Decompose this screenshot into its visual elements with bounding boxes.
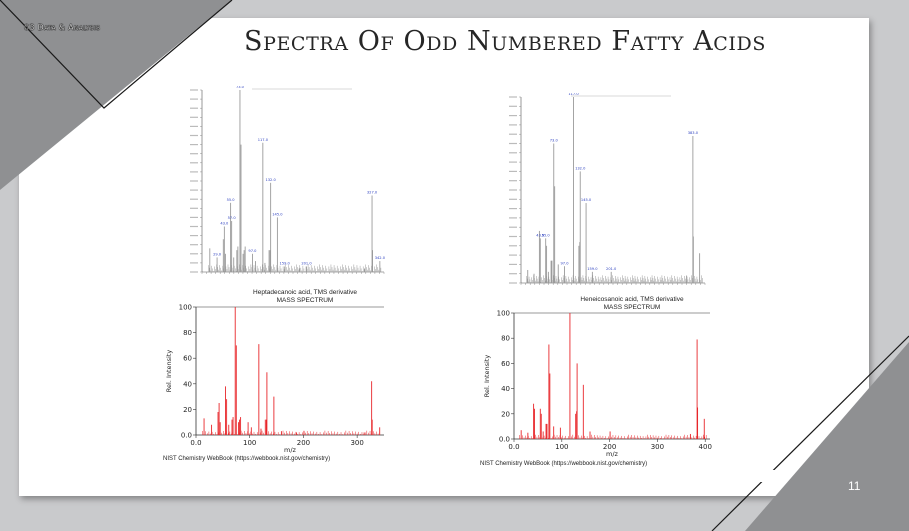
thumb-peak-label: 97.0 [248,249,257,253]
compound-caption-heneicosanoic: Heneicosanoic acid, TMS derivative [580,296,684,303]
source-credit-heneicosanoic: NIST Chemistry WebBook (https://webbook.… [480,461,648,467]
thumb-peak-label: 145.0 [272,212,283,216]
thumb-peak-label: 342.0 [375,256,386,260]
y-tick-label: 40 [183,380,192,388]
subtitle-heptadecanoic: MASS SPECTRUM [276,297,334,304]
mass-spectrum-heptadecanoic: 0.0 20 40 60 80 100 0.0 100 200 300 m/z Rel. Intens… [165,304,384,454]
thumb-peak-label: 132.0 [265,178,276,182]
thumb-peak-label: 159.0 [587,267,598,271]
source-credit-heptadecanoic: NIST Chemistry WebBook (https://webbook.… [163,456,331,462]
compound-caption-heptadecanoic: Heptadecanoic acid, TMS derivative [253,289,357,296]
y-tick-label: 0.0 [499,436,510,444]
y-axis-label: Rel. Intensity [483,355,491,398]
page-number: 11 [848,479,861,493]
y-tick-label: 60 [501,360,510,368]
y-axis-label: Rel. Intensity [165,350,173,393]
thumb-peak-label: 29.0 [213,252,222,256]
thumb-peak-label: 145.0 [581,198,592,202]
thumb-peak-label: 73.0 [236,86,245,89]
thumb-peak-label: 57.0 [228,216,237,220]
y-tick-label: 80 [183,329,192,337]
mass-spectrum-heneicosanoic: 0.0 20 40 60 80 100 0.0 100 200 300 400 m/z Rel. Int… [483,310,712,459]
thumb-peak-label: 383.0 [688,131,699,135]
x-tick-label: 300 [350,439,363,447]
thumb-peak-label: 97.0 [561,261,570,265]
x-tick-label: 300 [651,443,664,451]
x-tick-label: 100 [243,439,256,447]
x-tick-label: 0.0 [508,443,519,451]
thumb-peak-label: 55.0 [227,198,236,202]
x-tick-label: 0.0 [190,439,201,447]
thumb-peak-label: 327.0 [367,191,378,195]
thumbnail-spectrum-heneicosanoic: 73.0 117.0 43.0 132.0 55.0 145.0 383.0 97.0 201.… [509,93,706,285]
x-axis-label: m/z [284,446,297,454]
x-tick-label: 100 [555,443,568,451]
y-tick-label: 40 [501,385,510,393]
y-tick-label: 60 [183,355,192,363]
x-tick-label: 200 [297,439,310,447]
thumbnail-spectrum-heptadecanoic: 73.0 43.0 55.0 117.0 57.0 132.0 29.0 97.0 145.0 3… [190,86,386,274]
slide-canvas [19,18,869,496]
thumb-peak-label: 117.0 [568,93,579,96]
y-tick-label: 0.0 [181,432,192,440]
y-tick-label: 80 [501,335,510,343]
x-tick-label: 400 [699,443,712,451]
thumb-peak-label: 201.0 [301,262,312,266]
section-tag: 03 Data & Analysis [24,23,101,32]
slide-title: Spectra Of Odd Numbered Fatty Acids [243,26,766,57]
x-tick-label: 200 [603,443,616,451]
x-axis-label: m/z [606,450,619,458]
y-tick-label: 20 [501,410,510,418]
subtitle-heneicosanoic: MASS SPECTRUM [603,304,661,311]
thumb-peak-label: 201.0 [606,267,617,271]
y-tick-label: 100 [179,304,192,312]
thumb-peak-label: 55.0 [542,233,551,237]
thumb-peak-label: 43.0 [220,222,229,226]
thumb-peak-label: 117.0 [258,138,269,142]
y-tick-label: 100 [497,310,510,318]
thumb-peak-label: 73.0 [550,139,559,143]
thumb-peak-label: 159.0 [280,262,291,266]
thumb-peak-label: 132.0 [575,166,586,170]
thumb-peak-label: 43.0 [536,233,545,237]
y-tick-label: 20 [183,406,192,414]
